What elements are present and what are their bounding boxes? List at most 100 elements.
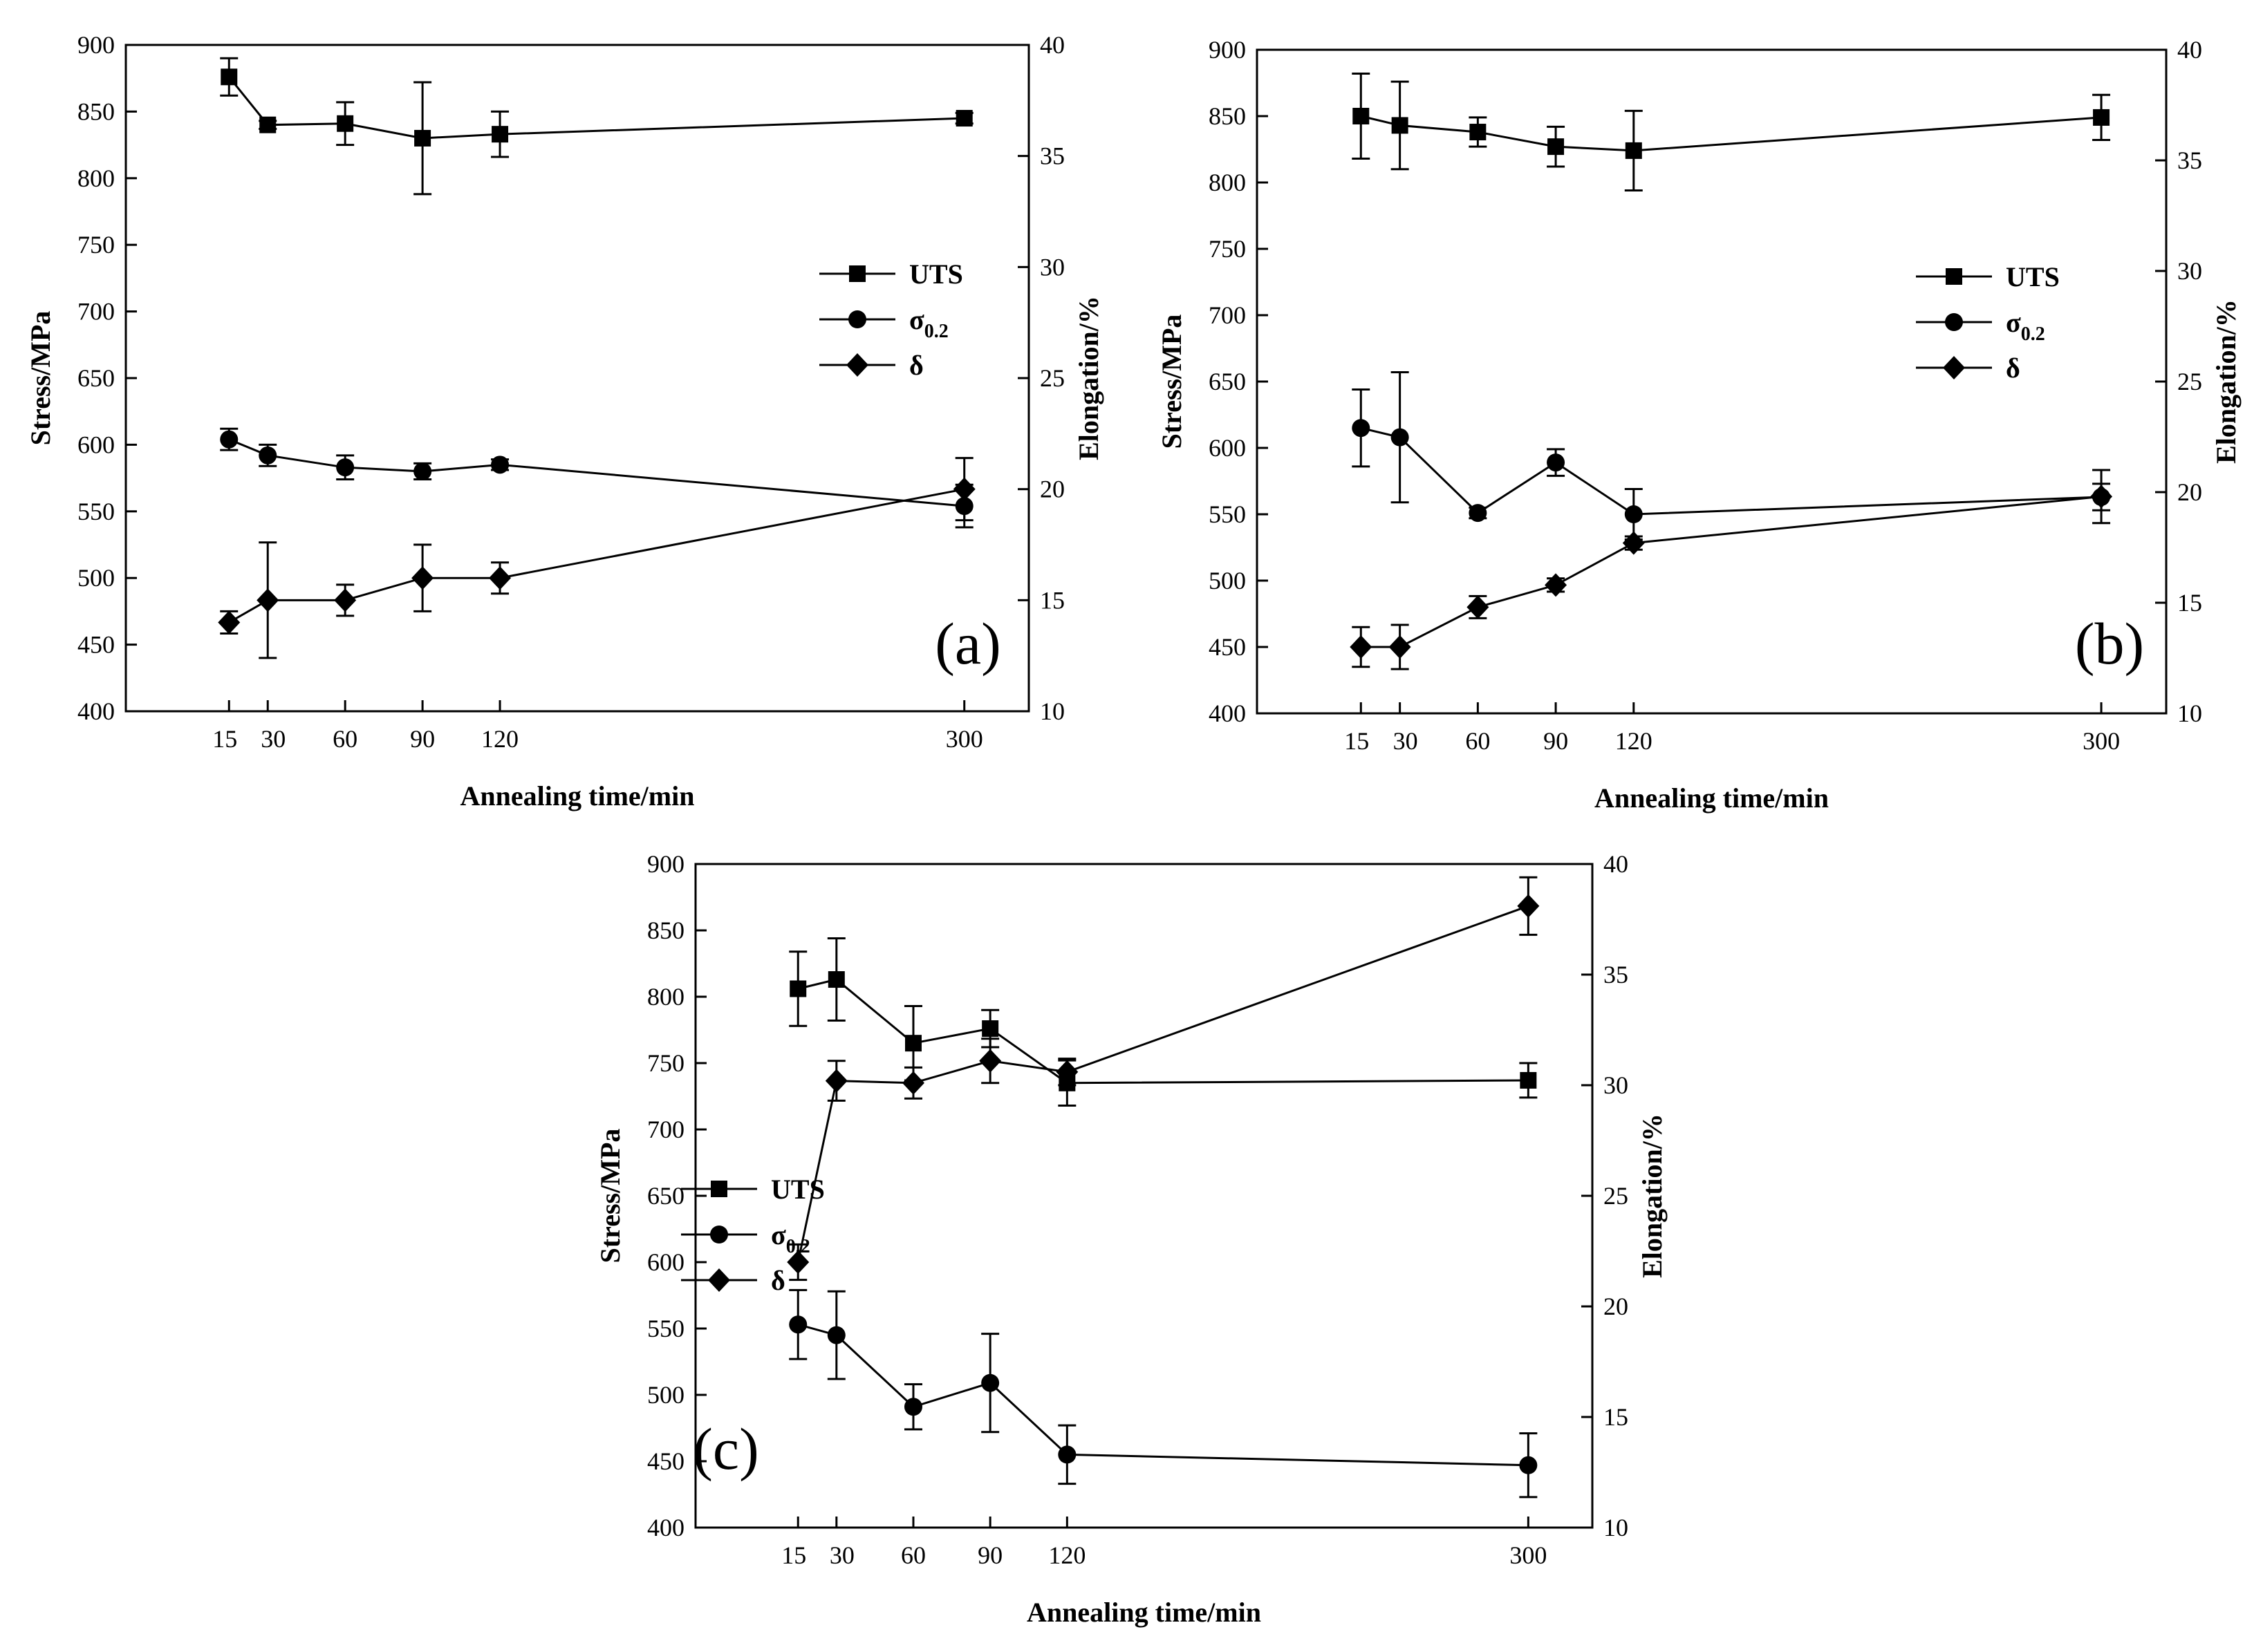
series-line-sigma02 — [797, 1323, 1529, 1467]
y-left-tick-label: 850 — [647, 917, 685, 944]
x-tick-label: 300 — [946, 725, 983, 753]
data-point-delta — [411, 566, 434, 590]
x-tick-label: 60 — [1465, 727, 1490, 755]
y-left-tick-label: 800 — [77, 165, 115, 192]
y-left-tick-label: 700 — [1209, 301, 1246, 329]
y-left-tick-label: 600 — [1209, 434, 1246, 462]
y-right-tick-label: 35 — [2177, 147, 2202, 174]
data-point-sigma02 — [827, 1326, 846, 1344]
y-left-tick-label: 500 — [77, 564, 115, 592]
legend: UTS σ0.2 δ — [819, 259, 963, 381]
y-left-tick-label: 600 — [647, 1248, 685, 1276]
data-point-sigma02 — [336, 458, 355, 477]
chart-panel-c: 400 450 500 550 600 650 700 750 800 850 900 10 15 20 2… — [595, 850, 1668, 1628]
data-point-uts — [2093, 109, 2110, 126]
data-point-sigma02 — [1390, 428, 1409, 447]
data-point-uts — [982, 1020, 999, 1038]
legend-label-uts: UTS — [909, 259, 963, 290]
legend-label-sigma02: σ0.2 — [771, 1219, 810, 1257]
series-uts — [1352, 73, 2111, 192]
data-point-delta — [1545, 573, 1567, 597]
series-delta — [1350, 469, 2113, 670]
y-right-tick-label: 15 — [1040, 586, 1065, 614]
chart-panel-a: 400 450 500 550 600 650 700 750 800 850 900 10 15 20 2… — [25, 31, 1104, 811]
legend-label-uts: UTS — [2006, 261, 2060, 292]
x-tick-label: 15 — [781, 1541, 806, 1569]
y-left-tick-label: 550 — [647, 1315, 685, 1342]
data-point-uts — [828, 971, 845, 988]
data-point-uts — [1352, 108, 1370, 124]
y-right-axis-label: Elongation/% — [1073, 296, 1104, 460]
legend-label-delta: δ — [771, 1265, 785, 1296]
data-point-sigma02 — [491, 456, 510, 474]
series-delta — [787, 876, 1540, 1282]
y-right-tick-label: 40 — [1603, 850, 1628, 878]
data-point-uts — [492, 126, 509, 143]
y-right-tick-label: 25 — [1603, 1182, 1628, 1210]
legend-label-sigma02: σ0.2 — [909, 304, 949, 342]
y-right-tick-label: 30 — [2177, 257, 2202, 285]
legend-marker-sigma02 — [848, 310, 866, 328]
data-point-delta — [1056, 1060, 1079, 1084]
y-left-tick-label: 550 — [77, 498, 115, 525]
data-point-sigma02 — [413, 462, 432, 480]
data-point-uts — [1391, 117, 1408, 134]
data-point-uts — [1469, 124, 1487, 141]
plot-frame — [124, 44, 1030, 713]
legend-marker-delta — [1943, 356, 1965, 379]
x-tick-label: 120 — [481, 725, 519, 753]
y-left-tick-label: 450 — [1209, 633, 1246, 661]
y-left-axis-label: Stress/MPa — [1156, 315, 1187, 449]
series-line-sigma02 — [1360, 426, 2102, 516]
y-right-axis-label: Elongation/% — [2210, 299, 2242, 464]
data-point-uts — [790, 980, 807, 997]
y-left-tick-label: 400 — [647, 1514, 685, 1541]
x-axis-label: Annealing time/min — [460, 780, 695, 811]
data-point-sigma02 — [904, 1398, 922, 1416]
y-left-tick-label: 650 — [1209, 368, 1246, 395]
y-left-tick-label: 750 — [77, 231, 115, 259]
y-left-tick-label: 900 — [647, 850, 685, 878]
y-left-tick-label: 400 — [1209, 700, 1246, 727]
y-left-tick-label: 900 — [1209, 36, 1246, 64]
y-left-tick-label: 600 — [77, 431, 115, 458]
y-left-tick-label: 850 — [1209, 102, 1246, 130]
y-right-tick-label: 15 — [2177, 589, 2202, 617]
y-left-axis-label: Stress/MPa — [595, 1129, 626, 1264]
legend-marker-uts — [1946, 268, 1962, 285]
legend-label-uts: UTS — [771, 1174, 825, 1205]
y-left-tick-label: 750 — [647, 1049, 685, 1077]
y-left-tick-label: 850 — [77, 97, 115, 125]
series-uts — [789, 937, 1538, 1107]
data-point-delta — [1350, 635, 1372, 659]
data-point-sigma02 — [1519, 1456, 1538, 1474]
data-point-sigma02 — [789, 1315, 808, 1334]
x-axis-label: Annealing time/min — [1027, 1597, 1261, 1628]
plot-frame — [1256, 48, 2168, 715]
y-right-tick-label: 25 — [1040, 364, 1065, 392]
y-right-tick-label: 30 — [1040, 253, 1065, 281]
data-point-delta — [218, 610, 241, 635]
x-tick-label: 90 — [1543, 727, 1568, 755]
data-point-uts — [221, 68, 238, 86]
data-point-uts — [956, 110, 973, 127]
plot-frame — [694, 863, 1594, 1529]
legend-marker-sigma02 — [1945, 313, 1963, 331]
y-right-tick-label: 20 — [1603, 1293, 1628, 1320]
data-point-uts — [904, 1035, 922, 1052]
y-left-tick-label: 700 — [647, 1116, 685, 1143]
data-point-uts — [259, 116, 277, 133]
data-point-delta — [979, 1049, 1002, 1073]
x-tick-label: 15 — [212, 725, 237, 753]
y-right-tick-label: 40 — [1040, 31, 1065, 59]
y-right-tick-label: 35 — [1603, 961, 1628, 988]
x-tick-label: 300 — [2083, 727, 2120, 755]
legend: UTS σ0.2 δ — [681, 1174, 825, 1296]
y-left-tick-label: 700 — [77, 298, 115, 326]
y-left-tick-label: 650 — [77, 364, 115, 392]
y-left-tick-label: 450 — [77, 631, 115, 659]
y-left-tick-label: 650 — [647, 1182, 685, 1210]
y-left-tick-label: 550 — [1209, 500, 1246, 528]
y-left-tick-label: 750 — [1209, 235, 1246, 263]
panel-label: (c) — [693, 1416, 758, 1482]
